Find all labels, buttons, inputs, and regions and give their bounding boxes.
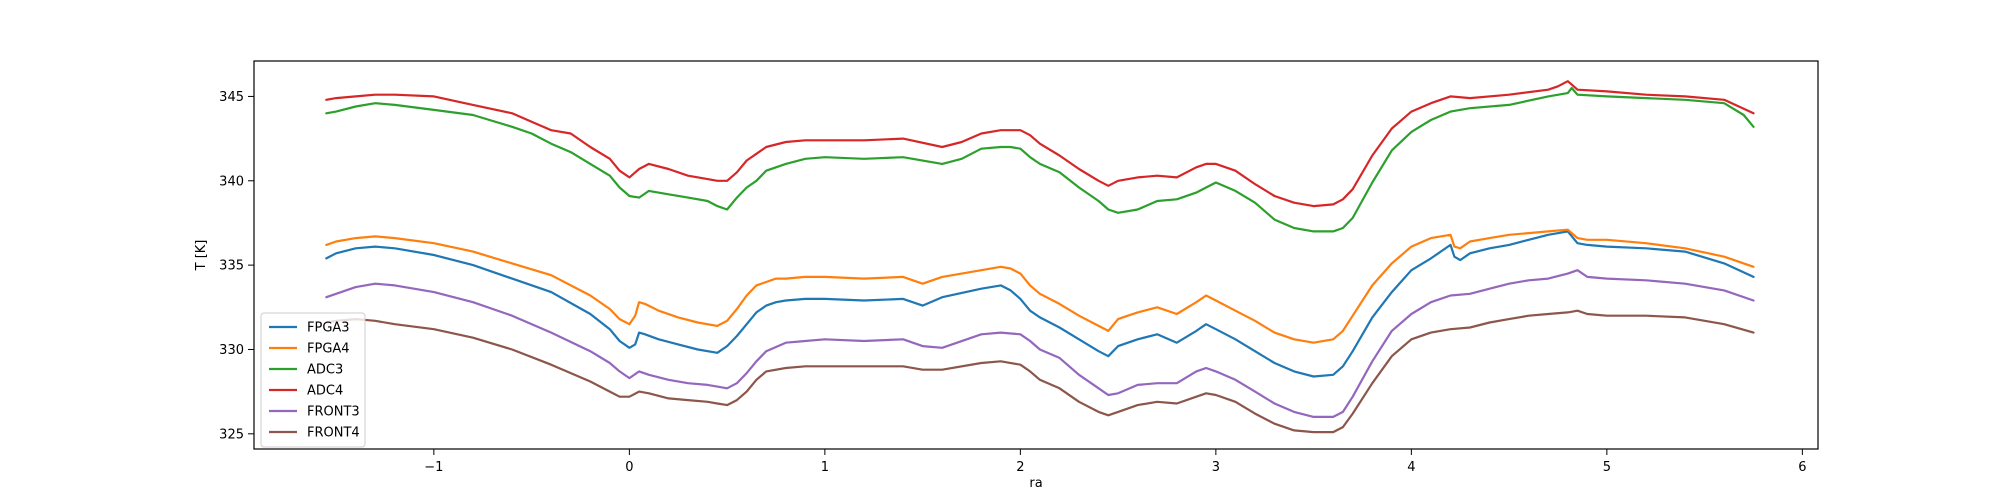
y-tick-label: 335 — [219, 259, 244, 274]
series-line-front4 — [325, 309, 1755, 434]
series-line-adc3 — [325, 86, 1755, 233]
series-line-front3 — [325, 269, 1755, 418]
y-tick-label: 345 — [219, 90, 244, 105]
legend-label-adc3: ADC3 — [307, 363, 343, 378]
y-axis: 325 330 335 340 345 — [219, 90, 254, 442]
legend-box — [260, 312, 366, 448]
legend-label-fpga4: FPGA4 — [307, 342, 350, 357]
x-tick-label: −1 — [424, 460, 443, 475]
x-axis-label: ra — [1029, 476, 1042, 491]
y-axis-label: T [K] — [194, 240, 209, 272]
series-line-fpga4 — [325, 228, 1755, 344]
y-tick-label: 330 — [219, 343, 244, 358]
series-line-adc4 — [325, 80, 1755, 208]
legend-label-adc4: ADC4 — [307, 384, 343, 399]
plot-area-frame — [253, 60, 1819, 450]
y-tick-label: 325 — [219, 427, 244, 442]
legend-label-front4: FRONT4 — [307, 426, 360, 441]
x-tick-label: 3 — [1212, 460, 1220, 475]
y-tick-label: 340 — [219, 174, 244, 189]
x-tick-label: 4 — [1407, 460, 1415, 475]
x-tick-label: 5 — [1603, 460, 1611, 475]
x-tick-label: 2 — [1016, 460, 1024, 475]
series-line-fpga3 — [325, 230, 1755, 378]
x-axis: −1 0 1 2 3 4 5 6 — [424, 449, 1807, 475]
x-tick-label: 6 — [1798, 460, 1806, 475]
legend: FPGA3 FPGA4 ADC3 ADC4 FRONT3 FRONT4 — [260, 312, 366, 448]
x-tick-label: 1 — [821, 460, 829, 475]
x-tick-label: 0 — [625, 460, 633, 475]
legend-label-fpga3: FPGA3 — [307, 321, 350, 336]
series-layer — [325, 80, 1755, 434]
legend-label-front3: FRONT3 — [307, 405, 360, 420]
